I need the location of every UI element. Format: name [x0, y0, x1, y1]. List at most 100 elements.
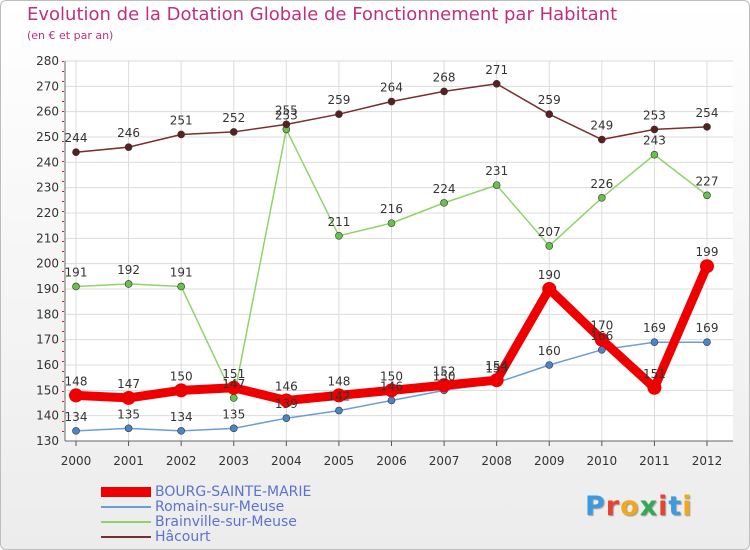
- legend-swatch: [101, 487, 151, 497]
- data-point-bourg-sainte-marie: [331, 388, 346, 403]
- data-point-hacourt: [545, 110, 554, 118]
- data-label-brainville-sur-meuse: 253: [275, 108, 298, 122]
- data-point-brainville-sur-meuse: [650, 150, 659, 159]
- data-label-brainville-sur-meuse: 211: [327, 215, 350, 229]
- y-tick-label: 250: [36, 130, 59, 144]
- x-tick-label: 2002: [166, 454, 197, 468]
- data-label-bourg-sainte-marie: 151: [222, 367, 245, 381]
- data-label-hacourt: 249: [590, 119, 613, 133]
- y-tick-label: 200: [36, 257, 59, 271]
- legend-item-bourg-sainte-marie: BOURG-SAINTE-MARIE: [101, 485, 401, 500]
- x-tick-label: 2005: [324, 454, 355, 468]
- data-point-bourg-sainte-marie: [647, 380, 662, 395]
- data-point-bourg-sainte-marie: [594, 332, 609, 347]
- x-tick-label: 2003: [218, 454, 249, 468]
- data-point-hacourt: [72, 148, 80, 156]
- data-point-hacourt: [440, 87, 448, 96]
- x-tick-label: 2001: [113, 454, 144, 468]
- data-point-hacourt: [282, 120, 291, 129]
- y-tick-label: 130: [36, 434, 59, 448]
- x-tick-label: 2012: [692, 454, 723, 468]
- proxiti-logo: Proxiti: [585, 491, 693, 522]
- data-label-brainville-sur-meuse: 226: [590, 177, 613, 191]
- data-label-brainville-sur-meuse: 224: [433, 182, 456, 196]
- data-label-hacourt: 251: [170, 113, 193, 127]
- logo-letter: i: [658, 491, 669, 522]
- legend: BOURG-SAINTE-MARIE Romain-sur-Meuse Brainv…: [101, 485, 401, 545]
- x-tick-label: 2011: [639, 454, 670, 468]
- logo-letter: t: [668, 491, 683, 522]
- logo-letter: P: [585, 491, 606, 522]
- data-label-bourg-sainte-marie: 199: [696, 245, 719, 259]
- data-point-brainville-sur-meuse: [492, 181, 501, 189]
- x-tick-label: 2007: [429, 454, 460, 468]
- data-point-romain-sur-meuse: [387, 396, 396, 405]
- data-label-bourg-sainte-marie: 170: [590, 319, 613, 333]
- data-point-romain-sur-meuse: [650, 338, 659, 347]
- data-point-brainville-sur-meuse: [335, 232, 343, 240]
- legend-item-romain-sur-meuse: Romain-sur-Meuse: [101, 500, 401, 515]
- data-point-bourg-sainte-marie: [700, 259, 714, 274]
- data-label-romain-sur-meuse: 135: [117, 407, 140, 421]
- data-point-hacourt: [703, 123, 711, 131]
- data-label-romain-sur-meuse: 153: [485, 362, 508, 376]
- data-label-brainville-sur-meuse: 191: [65, 265, 88, 279]
- legend-swatch: [101, 536, 151, 538]
- data-point-hacourt: [177, 130, 185, 139]
- data-label-bourg-sainte-marie: 148: [327, 374, 350, 388]
- data-point-brainville-sur-meuse: [124, 280, 133, 288]
- data-label-romain-sur-meuse: 139: [275, 397, 298, 411]
- data-point-romain-sur-meuse: [282, 414, 291, 423]
- data-point-romain-sur-meuse: [335, 406, 343, 415]
- data-point-brainville-sur-meuse: [229, 394, 238, 402]
- x-tick-label: 2008: [481, 454, 512, 468]
- data-point-hacourt: [492, 80, 501, 88]
- x-tick-label: 2000: [61, 454, 92, 468]
- data-label-brainville-sur-meuse: 207: [538, 225, 561, 239]
- data-point-brainville-sur-meuse: [72, 282, 80, 291]
- y-tick-label: 150: [36, 383, 59, 397]
- data-label-brainville-sur-meuse: 243: [643, 134, 666, 148]
- data-label-bourg-sainte-marie: 150: [170, 369, 193, 383]
- chart-title: Evolution de la Dotation Globale de Fonc…: [27, 4, 618, 25]
- data-label-brainville-sur-meuse: 191: [170, 265, 193, 279]
- data-label-romain-sur-meuse: 142: [327, 390, 350, 404]
- y-tick-label: 240: [36, 155, 59, 169]
- data-point-bourg-sainte-marie: [489, 373, 504, 388]
- data-label-hacourt: 255: [275, 103, 298, 117]
- data-label-romain-sur-meuse: 146: [380, 379, 403, 393]
- data-label-brainville-sur-meuse: 231: [485, 164, 508, 178]
- logo-letter: x: [639, 491, 659, 522]
- data-label-hacourt: 254: [696, 106, 719, 120]
- data-label-hacourt: 268: [433, 70, 456, 84]
- x-tick-label: 2004: [271, 454, 302, 468]
- data-point-hacourt: [598, 135, 606, 144]
- data-point-romain-sur-meuse: [177, 427, 185, 435]
- y-tick-label: 210: [36, 231, 59, 245]
- data-point-brainville-sur-meuse: [545, 242, 554, 250]
- data-label-bourg-sainte-marie: 147: [117, 377, 140, 391]
- data-point-bourg-sainte-marie: [542, 282, 557, 296]
- data-point-hacourt: [387, 97, 396, 106]
- legend-item-hacourt: Hâcourt: [101, 530, 401, 545]
- x-tick-label: 2010: [587, 454, 618, 468]
- y-tick-label: 280: [36, 54, 59, 68]
- legend-item-brainville-sur-meuse: Brainville-sur-Meuse: [101, 515, 401, 530]
- data-point-hacourt: [650, 125, 659, 134]
- y-tick-label: 170: [36, 333, 59, 347]
- data-point-romain-sur-meuse: [72, 427, 80, 435]
- data-label-bourg-sainte-marie: 146: [275, 379, 298, 393]
- data-label-hacourt: 253: [643, 108, 666, 122]
- chart-subtitle: (en € et par an): [27, 29, 114, 42]
- logo-letter: r: [605, 491, 621, 522]
- data-label-hacourt: 259: [538, 93, 561, 107]
- data-label-brainville-sur-meuse: 147: [222, 377, 245, 391]
- data-point-romain-sur-meuse: [703, 338, 711, 347]
- legend-label: Hâcourt: [155, 529, 211, 545]
- data-label-romain-sur-meuse: 150: [433, 369, 456, 383]
- x-tick-label: 2006: [376, 454, 407, 468]
- data-point-brainville-sur-meuse: [177, 282, 185, 291]
- y-tick-label: 270: [36, 79, 59, 93]
- data-point-bourg-sainte-marie: [69, 388, 83, 403]
